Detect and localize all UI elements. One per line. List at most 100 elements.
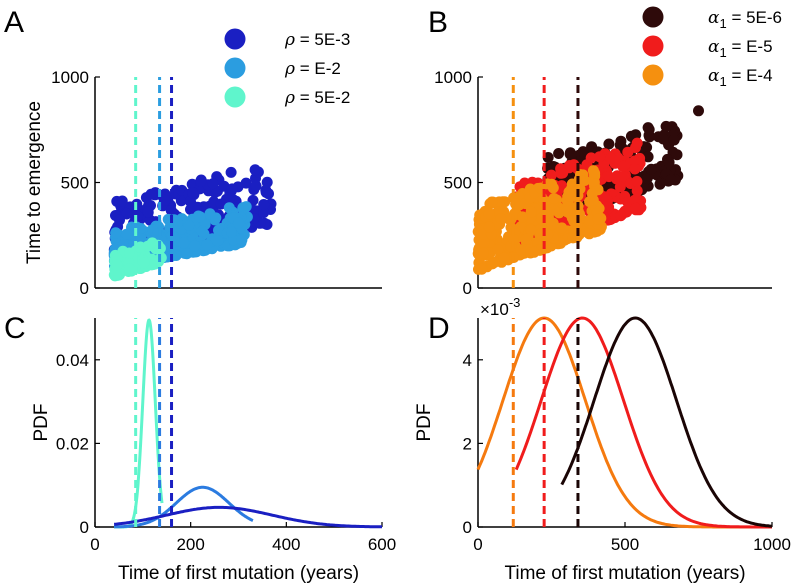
scatter-point <box>110 227 122 239</box>
scatter-point <box>250 180 262 192</box>
legend-label: ρ = E-2 <box>284 59 341 79</box>
scatter-point <box>630 202 642 214</box>
scatter-point <box>123 263 135 275</box>
scatter-point <box>553 148 565 159</box>
scatter-point <box>189 240 201 252</box>
y-axis-title: PDF <box>414 404 435 442</box>
scatter-point <box>654 178 666 190</box>
pdf-curve <box>514 316 772 529</box>
legend-marker <box>224 86 246 108</box>
scatter-point <box>660 120 672 132</box>
panel-b: 0 500 1000 α1 = 5E-6 α1 = E-5 α1 = E-4 <box>434 6 782 298</box>
scatter-point <box>111 259 123 271</box>
pdf-curve <box>560 316 773 528</box>
scatter-point <box>483 221 495 233</box>
scatter-point <box>201 239 213 251</box>
scatter-point <box>213 224 224 236</box>
scatter-point <box>165 204 177 216</box>
scatter-point <box>589 167 601 179</box>
scatter-point <box>629 163 641 175</box>
scatter-point <box>629 155 641 167</box>
scatter-point <box>622 196 634 208</box>
scatter-point <box>617 160 629 172</box>
scatter-point <box>258 207 270 219</box>
plot-layer: 0 500 1000 Time to emergence ρ = 5E-3 ρ = E-2… <box>24 6 791 584</box>
scatter-point <box>507 233 519 245</box>
scatter-point <box>116 195 128 207</box>
panel-c: 0 0.02 0.04 0 200 400 600 Time of first mutatio… <box>31 318 396 584</box>
y-tick-label: 0.02 <box>56 434 89 453</box>
scatter-point <box>525 206 537 218</box>
scatter-point <box>498 252 510 264</box>
scatter-point <box>540 205 552 217</box>
scatter-point <box>138 257 150 269</box>
scatter-point <box>643 124 655 135</box>
scatter-point <box>215 198 227 210</box>
panel-d: 0 2 4 0 500 1000 Time of first mutation (years… <box>414 295 791 584</box>
scatter-point <box>177 237 189 249</box>
scatter-point <box>642 151 654 163</box>
pdf-curve <box>114 505 382 529</box>
scatter-point <box>212 235 224 247</box>
scatter-point <box>564 190 576 202</box>
scatter-point <box>492 244 504 256</box>
panel-a: 0 500 1000 Time to emergence ρ = 5E-3 ρ = E-2… <box>24 28 382 298</box>
scatter-point <box>665 174 677 186</box>
scatter-point <box>145 188 157 200</box>
scatter-point <box>478 236 490 248</box>
x-tick-label: 200 <box>176 535 204 554</box>
scatter-point <box>586 188 598 200</box>
scatter-point <box>525 224 537 236</box>
scatter-point <box>261 176 273 188</box>
scatter-point <box>172 217 183 229</box>
scatter-point <box>557 167 569 179</box>
scatter-point <box>185 196 196 208</box>
legend-marker <box>642 64 664 86</box>
scatter-point <box>577 146 589 158</box>
y-tick-label: 500 <box>61 174 89 193</box>
y-tick-label: 1000 <box>51 68 89 87</box>
scatter-point <box>183 219 195 231</box>
scatter-point <box>603 138 615 150</box>
legend-marker <box>642 35 664 57</box>
legend-label: ρ = 5E-2 <box>284 88 350 108</box>
scatter-point <box>249 164 261 176</box>
legend-label: ρ = 5E-3 <box>284 30 350 50</box>
pdf-curve <box>113 485 254 529</box>
scatter-point <box>528 246 540 258</box>
scatter-point <box>605 152 617 164</box>
scatter-point <box>181 248 193 260</box>
legend-label: α1 = 5E-6 <box>708 8 782 31</box>
legend-label: α1 = E-5 <box>708 37 773 60</box>
y-axis-title: Time to emergence <box>24 101 45 264</box>
scatter-point <box>263 188 274 200</box>
scatter-point <box>134 241 146 253</box>
x-tick-label: 400 <box>272 535 300 554</box>
scatter-point <box>478 247 489 259</box>
scatter-point <box>486 196 498 208</box>
panel-letter-a: A <box>4 6 24 39</box>
scatter-point <box>132 210 144 222</box>
x-tick-label: 0 <box>473 535 482 554</box>
scatter-point <box>565 148 577 160</box>
scatter-point <box>603 171 615 183</box>
scatter-point <box>631 175 643 187</box>
legend-label: α1 = E-4 <box>708 66 773 89</box>
pdf-curve <box>114 318 164 529</box>
scatter-point <box>196 225 208 237</box>
scatter-point <box>187 187 199 199</box>
scatter-point <box>594 151 606 163</box>
scatter-point <box>520 233 532 245</box>
scatter-point <box>486 258 498 270</box>
scatter-point <box>121 208 133 220</box>
scatter-point <box>641 172 653 184</box>
scatter-point <box>207 178 219 190</box>
scatter-point <box>110 268 122 280</box>
scatter-point <box>226 226 237 238</box>
scatter-point <box>503 213 515 225</box>
x-tick-label: 0 <box>90 535 99 554</box>
x-tick-label: 600 <box>368 535 396 554</box>
y-tick-label: 0 <box>463 518 472 537</box>
panel-letter-c: C <box>4 312 26 345</box>
y-axis-title: PDF <box>31 404 52 442</box>
